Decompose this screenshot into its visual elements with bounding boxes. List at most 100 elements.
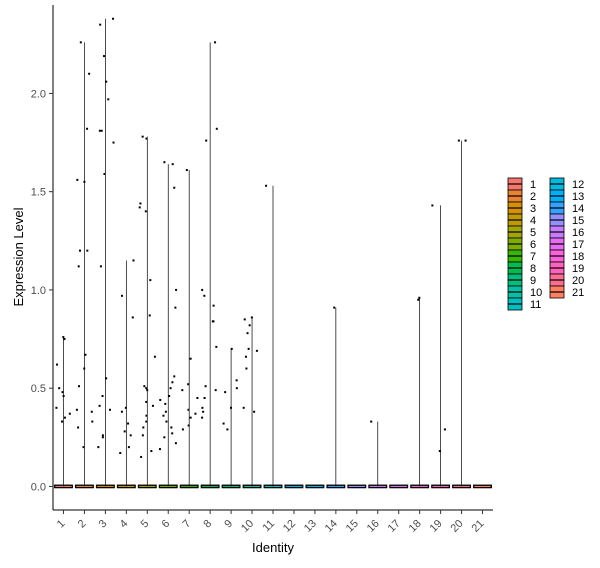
legend-item-11: 11 <box>507 297 541 311</box>
data-point <box>181 389 184 392</box>
data-point <box>214 41 217 44</box>
data-point <box>63 416 66 419</box>
data-point <box>194 412 197 415</box>
x-tick-label: 6 <box>160 518 173 531</box>
legend-label: 7 <box>530 251 536 263</box>
data-point <box>203 294 206 297</box>
data-point <box>265 184 268 187</box>
data-point <box>158 448 161 451</box>
data-point <box>164 402 167 405</box>
data-point <box>98 129 101 132</box>
data-point <box>230 347 233 350</box>
x-tick-label: 3 <box>97 518 110 531</box>
legend-label: 18 <box>572 251 584 263</box>
data-point <box>75 408 78 411</box>
legend-item-2: 2 <box>507 189 536 203</box>
y-tick-label: 1.0 <box>31 285 46 297</box>
y-axis-title: Expression Level <box>11 207 26 306</box>
data-point <box>101 395 104 398</box>
data-point <box>145 400 148 403</box>
data-point <box>103 55 106 58</box>
violin-body-17 <box>389 484 409 489</box>
data-point <box>169 387 172 390</box>
data-point <box>187 408 190 411</box>
data-point <box>174 442 177 445</box>
data-point <box>224 391 227 394</box>
x-tick-label: 20 <box>449 518 466 535</box>
data-point <box>187 424 190 427</box>
data-point <box>201 406 204 409</box>
data-point <box>214 389 217 392</box>
data-point <box>60 420 63 423</box>
legend-label: 12 <box>572 179 584 191</box>
data-point <box>55 406 58 409</box>
data-point <box>185 169 188 172</box>
jitter-points-layer <box>55 17 467 458</box>
legend-label: 2 <box>530 191 536 203</box>
data-point <box>201 288 204 291</box>
legend-item-14: 14 <box>549 201 584 215</box>
data-point <box>431 204 434 207</box>
data-point <box>144 210 147 213</box>
data-point <box>189 357 192 360</box>
data-point <box>82 446 85 449</box>
data-point <box>86 249 89 252</box>
x-tick-label: 2 <box>76 518 89 531</box>
data-point <box>181 428 184 431</box>
data-point <box>168 395 171 398</box>
data-point <box>162 414 165 417</box>
data-point <box>150 450 153 453</box>
data-point <box>229 406 232 409</box>
data-point <box>129 434 132 437</box>
data-point <box>215 345 218 348</box>
x-tick-label: 14 <box>323 518 340 535</box>
data-point <box>103 172 106 175</box>
data-point <box>97 446 100 449</box>
data-point <box>417 298 420 301</box>
data-point <box>123 430 126 433</box>
data-point <box>457 139 460 142</box>
legend-item-10: 10 <box>507 285 542 299</box>
data-point <box>247 347 250 350</box>
data-point <box>141 135 144 138</box>
data-point <box>212 304 215 307</box>
data-point <box>84 353 87 356</box>
data-point <box>78 385 81 388</box>
x-tick-label: 7 <box>180 518 193 531</box>
data-point <box>226 428 229 431</box>
legend-item-4: 4 <box>507 213 536 227</box>
data-point <box>201 416 204 419</box>
violin-body-13 <box>305 484 325 489</box>
legend-item-13: 13 <box>549 189 584 203</box>
data-point <box>235 387 238 390</box>
data-point <box>243 318 246 321</box>
legend-item-21: 21 <box>549 285 584 299</box>
legend-item-17: 17 <box>549 237 584 251</box>
legend-item-1: 1 <box>507 177 536 191</box>
data-point <box>174 306 177 309</box>
data-point <box>255 349 258 352</box>
data-point <box>464 139 467 142</box>
data-point <box>146 389 149 392</box>
data-point <box>173 375 176 378</box>
x-tick-label: 11 <box>261 518 278 535</box>
data-point <box>76 178 79 181</box>
legend-item-9: 9 <box>507 273 536 287</box>
data-point <box>145 137 148 140</box>
data-point <box>151 404 154 407</box>
data-point <box>77 265 80 268</box>
legend-item-19: 19 <box>549 261 584 275</box>
x-tick-label: 12 <box>281 518 298 535</box>
legend-item-5: 5 <box>507 225 536 239</box>
legend-label: 10 <box>530 287 542 299</box>
data-point <box>107 98 110 101</box>
legend-item-8: 8 <box>507 261 536 275</box>
legend-label: 5 <box>530 227 536 239</box>
data-point <box>175 288 178 291</box>
data-point <box>98 404 101 407</box>
data-point <box>127 446 130 449</box>
data-point <box>148 314 151 317</box>
legend-item-15: 15 <box>549 213 584 227</box>
data-point <box>63 338 66 341</box>
data-point <box>235 379 238 382</box>
